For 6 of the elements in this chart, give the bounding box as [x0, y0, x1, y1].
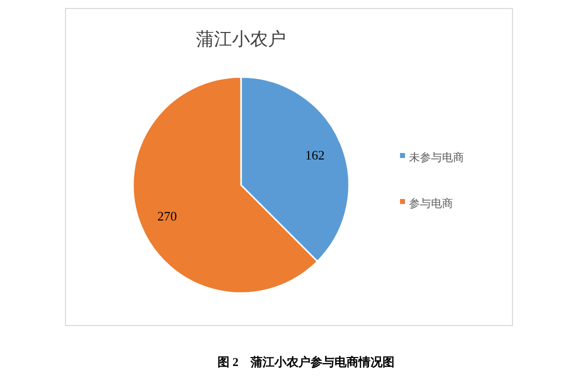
data-label: 270	[157, 208, 177, 224]
legend-label: 未参与电商	[409, 151, 464, 164]
legend-label: 参与电商	[409, 197, 453, 210]
data-label: 162	[305, 147, 325, 162]
chart-title: 蒲江小农户	[196, 29, 286, 49]
caption: 图 2 蒲江小农户参与电商情况图	[218, 355, 394, 369]
